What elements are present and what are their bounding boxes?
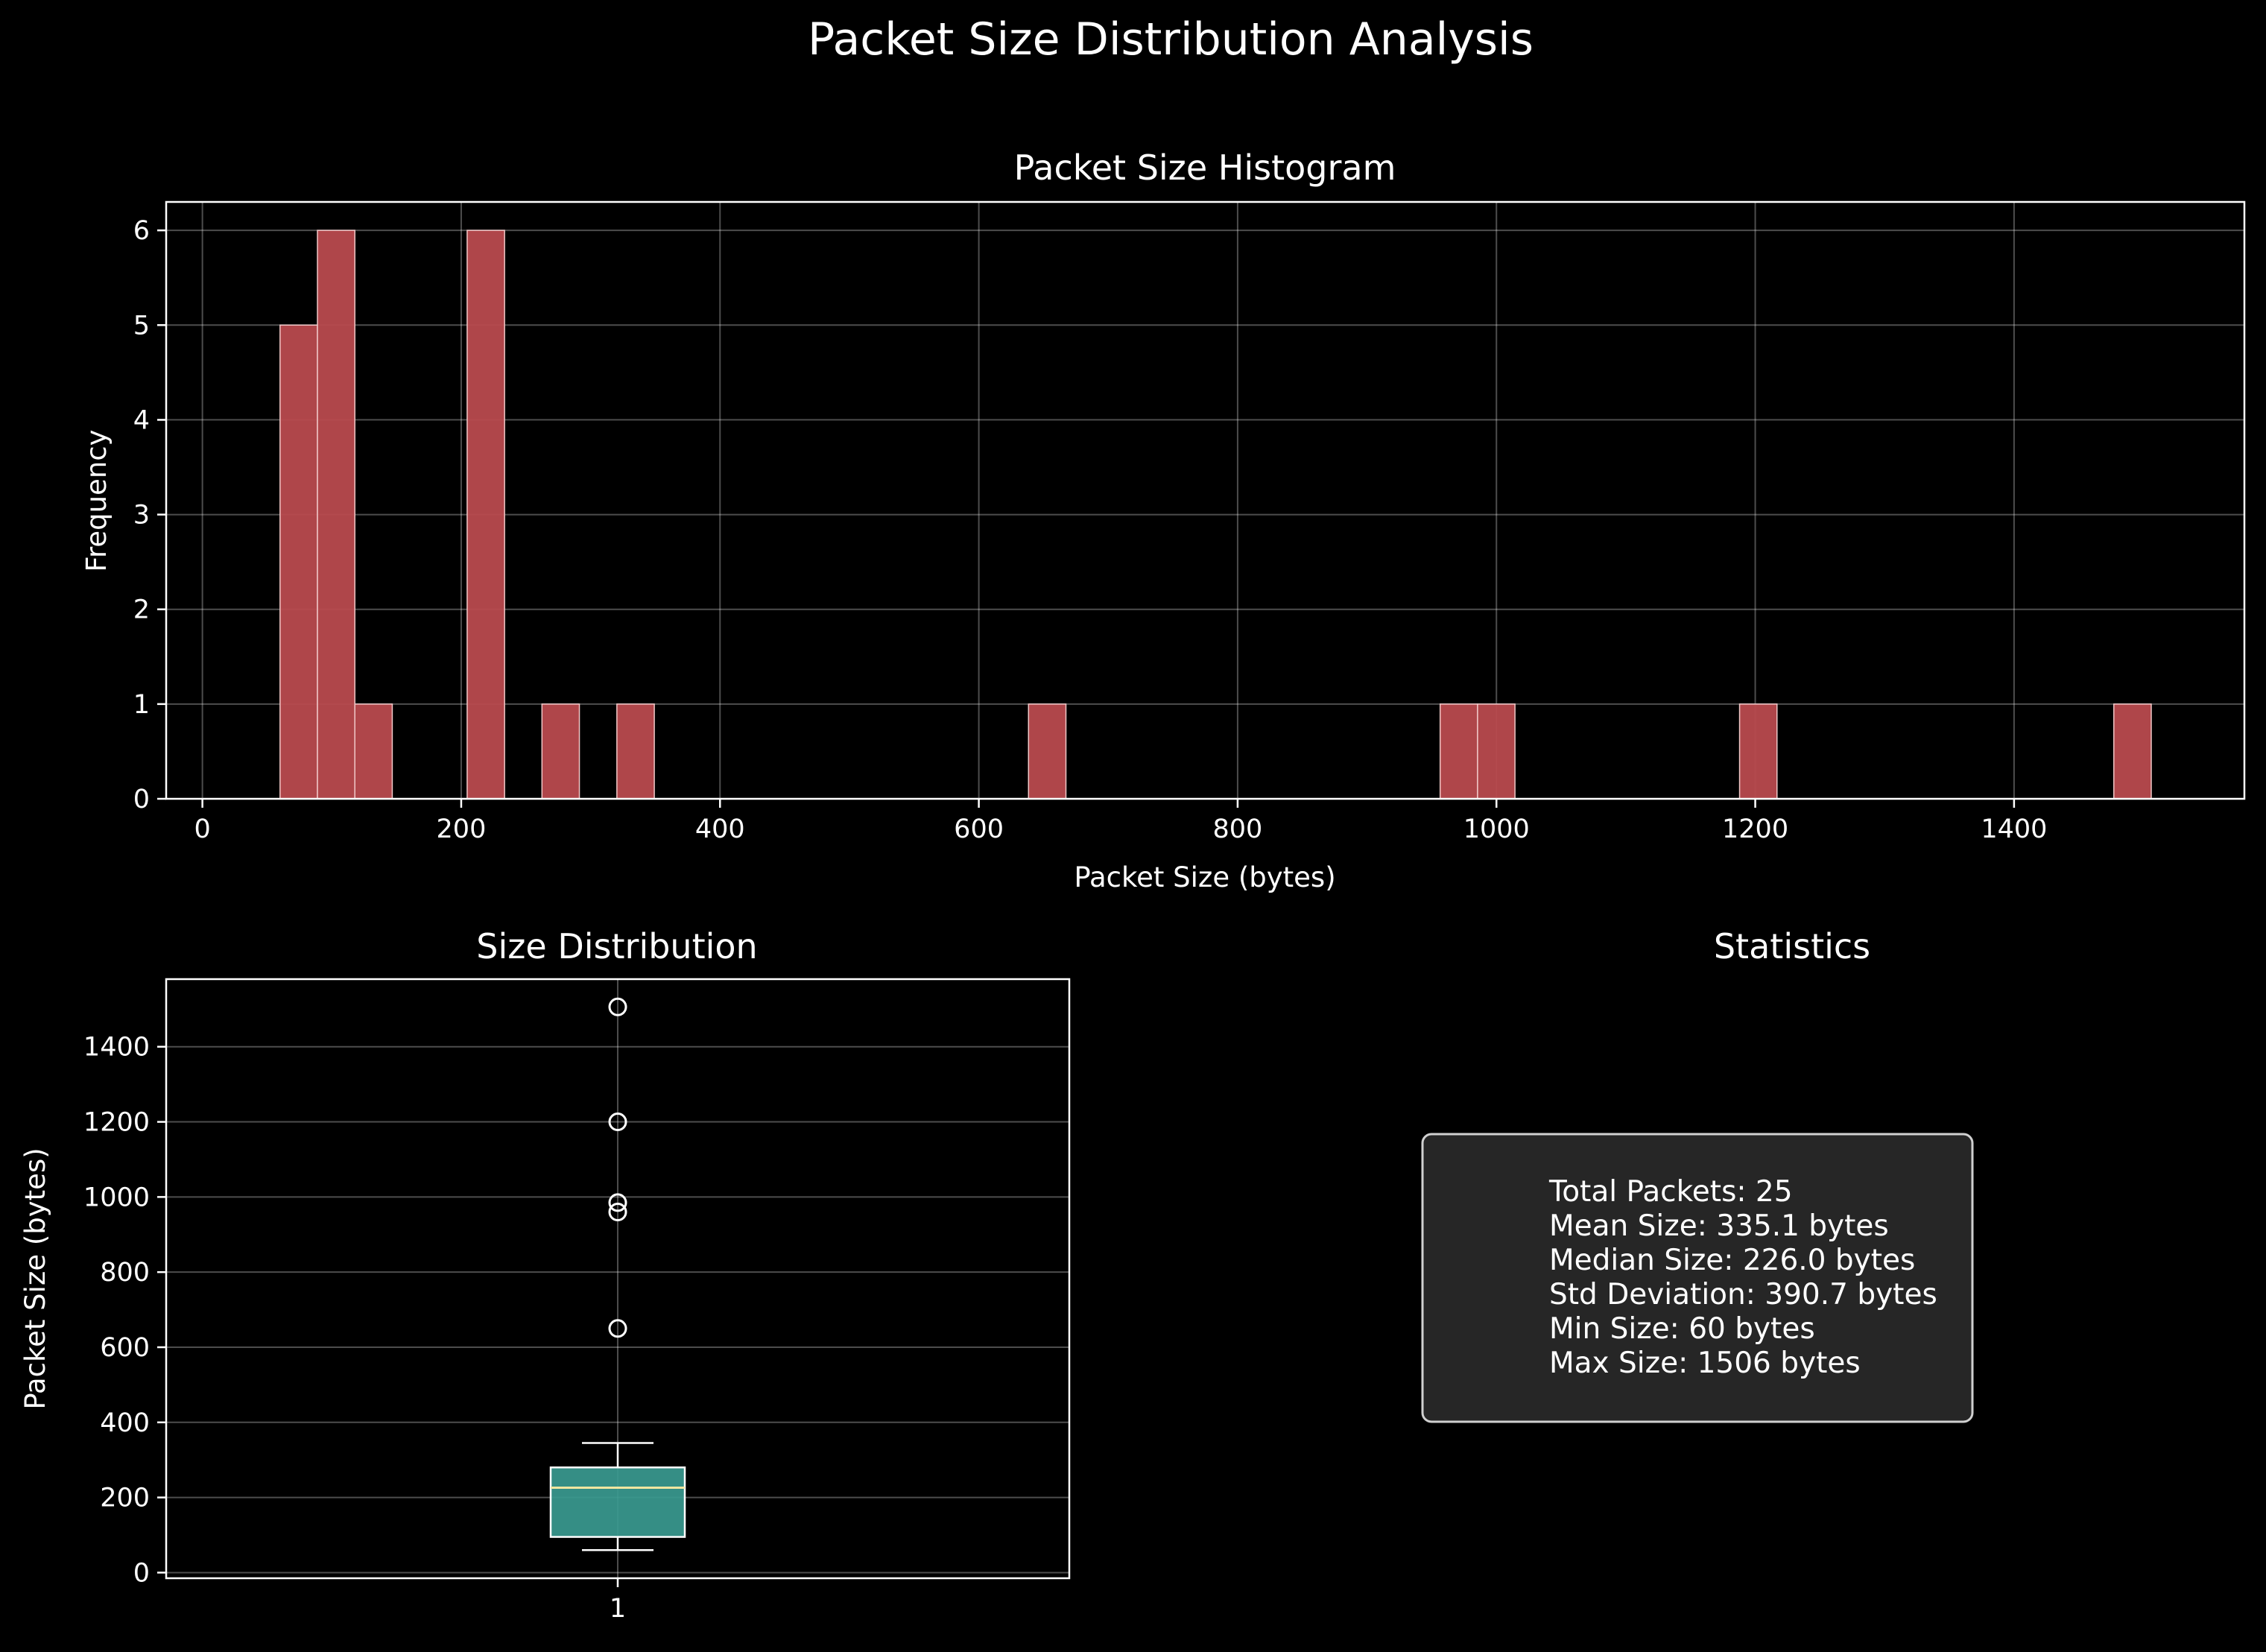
histogram-x-tick-label: 600 bbox=[954, 814, 1004, 844]
histogram-bar bbox=[541, 703, 580, 800]
stat-total-packets: Total Packets: 25 bbox=[1548, 1175, 1793, 1209]
histogram-x-tick-label: 800 bbox=[1213, 814, 1263, 844]
boxplot-marks bbox=[549, 997, 686, 1551]
boxplot-grid bbox=[166, 979, 1069, 1578]
boxplot-outlier bbox=[608, 1193, 627, 1212]
histogram-plot-frame bbox=[165, 200, 2246, 800]
boxplot-y-tick-label: 600 bbox=[100, 1333, 150, 1363]
histogram-y-tick-label: 5 bbox=[133, 311, 150, 341]
histogram-x-tick-label: 1400 bbox=[1981, 814, 2047, 844]
histogram-y-tick-label: 2 bbox=[133, 595, 150, 625]
histogram-bar bbox=[1738, 703, 1778, 800]
histogram-bar bbox=[317, 230, 355, 800]
histogram-panel: Packet Size Histogram 0 200 400 600 800 1000 1… bbox=[80, 148, 2246, 893]
boxplot-y-tick-label: 0 bbox=[133, 1558, 150, 1588]
histogram-bar bbox=[616, 703, 655, 800]
histogram-y-axis-label: Frequency bbox=[80, 429, 113, 572]
histogram-y-tick-label: 3 bbox=[133, 501, 150, 531]
statistics-title: Statistics bbox=[1714, 926, 1870, 966]
statistics-box bbox=[1421, 1133, 1974, 1423]
boxplot-x-tick-label: 1 bbox=[610, 1594, 626, 1624]
boxplot-panel: Size Distribution 0 200 400 600 800 1000 1200 1… bbox=[19, 926, 1071, 1624]
stat-median-size: Median Size: 226.0 bytes bbox=[1549, 1244, 1915, 1277]
boxplot-y-tick-label: 400 bbox=[100, 1408, 150, 1438]
histogram-x-tick-label: 1200 bbox=[1722, 814, 1788, 844]
histogram-bar bbox=[279, 324, 318, 800]
boxplot-outlier bbox=[608, 1319, 627, 1338]
stat-mean-size: Mean Size: 335.1 bytes bbox=[1549, 1209, 1889, 1243]
boxplot-y-axis-label: Packet Size (bytes) bbox=[19, 1148, 51, 1409]
histogram-ticks: 0 200 400 600 800 1000 1200 1400 0 1 2 3 4 5 6 bbox=[133, 216, 2048, 844]
histogram-bar bbox=[1477, 703, 1516, 800]
histogram-title: Packet Size Histogram bbox=[1014, 148, 1396, 188]
histogram-x-tick-label: 0 bbox=[194, 814, 210, 844]
histogram-bar bbox=[1028, 703, 1067, 800]
boxplot-y-tick-label: 1400 bbox=[83, 1033, 150, 1063]
boxplot-y-tick-label: 1000 bbox=[83, 1183, 150, 1212]
boxplot-y-tick-label: 800 bbox=[100, 1258, 150, 1288]
histogram-y-tick-label: 4 bbox=[133, 405, 150, 435]
stat-std-deviation: Std Deviation: 390.7 bytes bbox=[1549, 1278, 1937, 1311]
boxplot-y-tick-label: 200 bbox=[100, 1484, 150, 1513]
histogram-y-tick-label: 6 bbox=[133, 216, 150, 246]
figure-title: Packet Size Distribution Analysis bbox=[808, 13, 1534, 66]
histogram-y-tick-label: 0 bbox=[133, 785, 150, 814]
boxplot-title: Size Distribution bbox=[476, 926, 757, 966]
histogram-y-tick-label: 1 bbox=[133, 690, 150, 720]
boxplot-box bbox=[549, 1466, 686, 1538]
boxplot-ticks: 0 200 400 600 800 1000 1200 1400 1 bbox=[83, 1033, 626, 1624]
histogram-grid bbox=[166, 202, 2244, 800]
histogram-x-tick-label: 1000 bbox=[1463, 814, 1530, 844]
histogram-bar bbox=[2113, 703, 2152, 800]
histogram-bar bbox=[354, 703, 393, 800]
histogram-x-tick-label: 400 bbox=[695, 814, 745, 844]
boxplot-outlier bbox=[608, 997, 627, 1016]
histogram-bars bbox=[279, 230, 2152, 800]
histogram-bar bbox=[466, 230, 505, 800]
histogram-x-axis-label: Packet Size (bytes) bbox=[1074, 861, 1335, 893]
stat-max-size: Max Size: 1506 bytes bbox=[1549, 1346, 1861, 1380]
histogram-x-tick-label: 200 bbox=[437, 814, 487, 844]
boxplot-y-tick-label: 1200 bbox=[83, 1108, 150, 1138]
boxplot-outlier bbox=[608, 1113, 627, 1132]
stat-min-size: Min Size: 60 bytes bbox=[1549, 1312, 1815, 1346]
boxplot-outlier bbox=[608, 1203, 627, 1222]
statistics-panel: Statistics Total Packets: 25 Mean Size: … bbox=[1421, 926, 1974, 1423]
histogram-bar bbox=[1439, 703, 1478, 800]
